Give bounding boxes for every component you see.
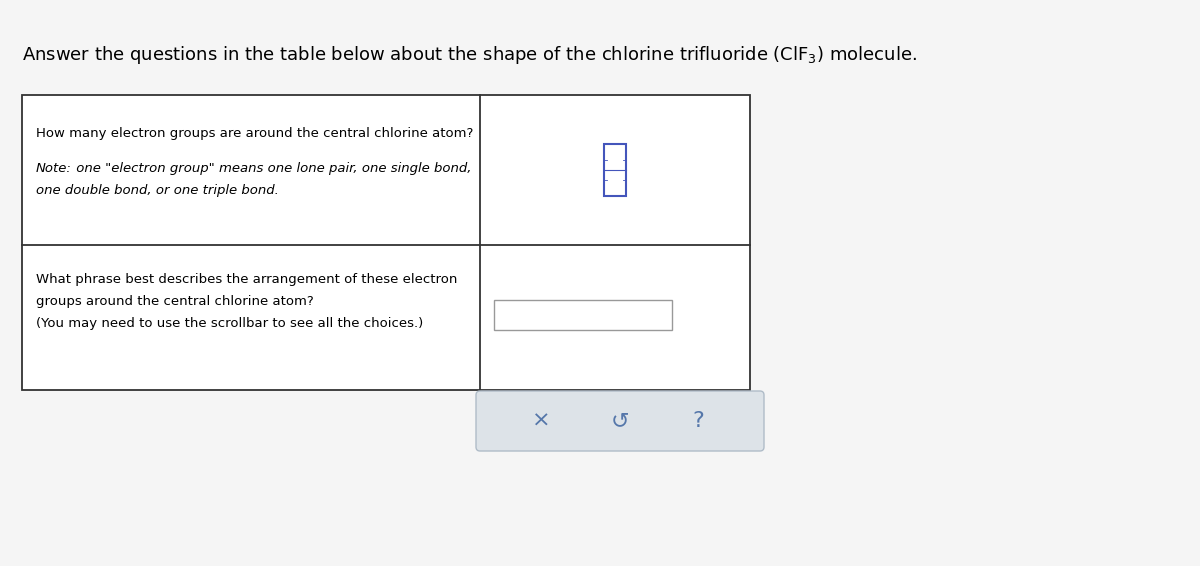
Text: ↺: ↺ <box>611 411 629 431</box>
Text: (You may need to use the scrollbar to see all the choices.): (You may need to use the scrollbar to se… <box>36 317 424 330</box>
Text: groups around the central chlorine atom?: groups around the central chlorine atom? <box>36 295 313 308</box>
Text: What phrase best describes the arrangement of these electron: What phrase best describes the arrangeme… <box>36 273 457 286</box>
Text: ⌄: ⌄ <box>650 308 662 322</box>
Text: one "electron group" means one lone pair, one single bond,: one "electron group" means one lone pair… <box>72 162 472 175</box>
Bar <box>494 300 672 330</box>
Text: ?: ? <box>692 411 704 431</box>
Text: Note:: Note: <box>36 162 72 175</box>
Text: (choose one): (choose one) <box>504 308 590 321</box>
Text: Answer the questions in the table below about the shape of the chlorine trifluor: Answer the questions in the table below … <box>22 44 917 66</box>
Text: How many electron groups are around the central chlorine atom?: How many electron groups are around the … <box>36 127 473 140</box>
Text: ×: × <box>533 411 551 431</box>
Text: one double bond, or one triple bond.: one double bond, or one triple bond. <box>36 184 278 197</box>
FancyBboxPatch shape <box>476 391 764 451</box>
Bar <box>604 144 626 196</box>
Bar <box>22 95 750 390</box>
